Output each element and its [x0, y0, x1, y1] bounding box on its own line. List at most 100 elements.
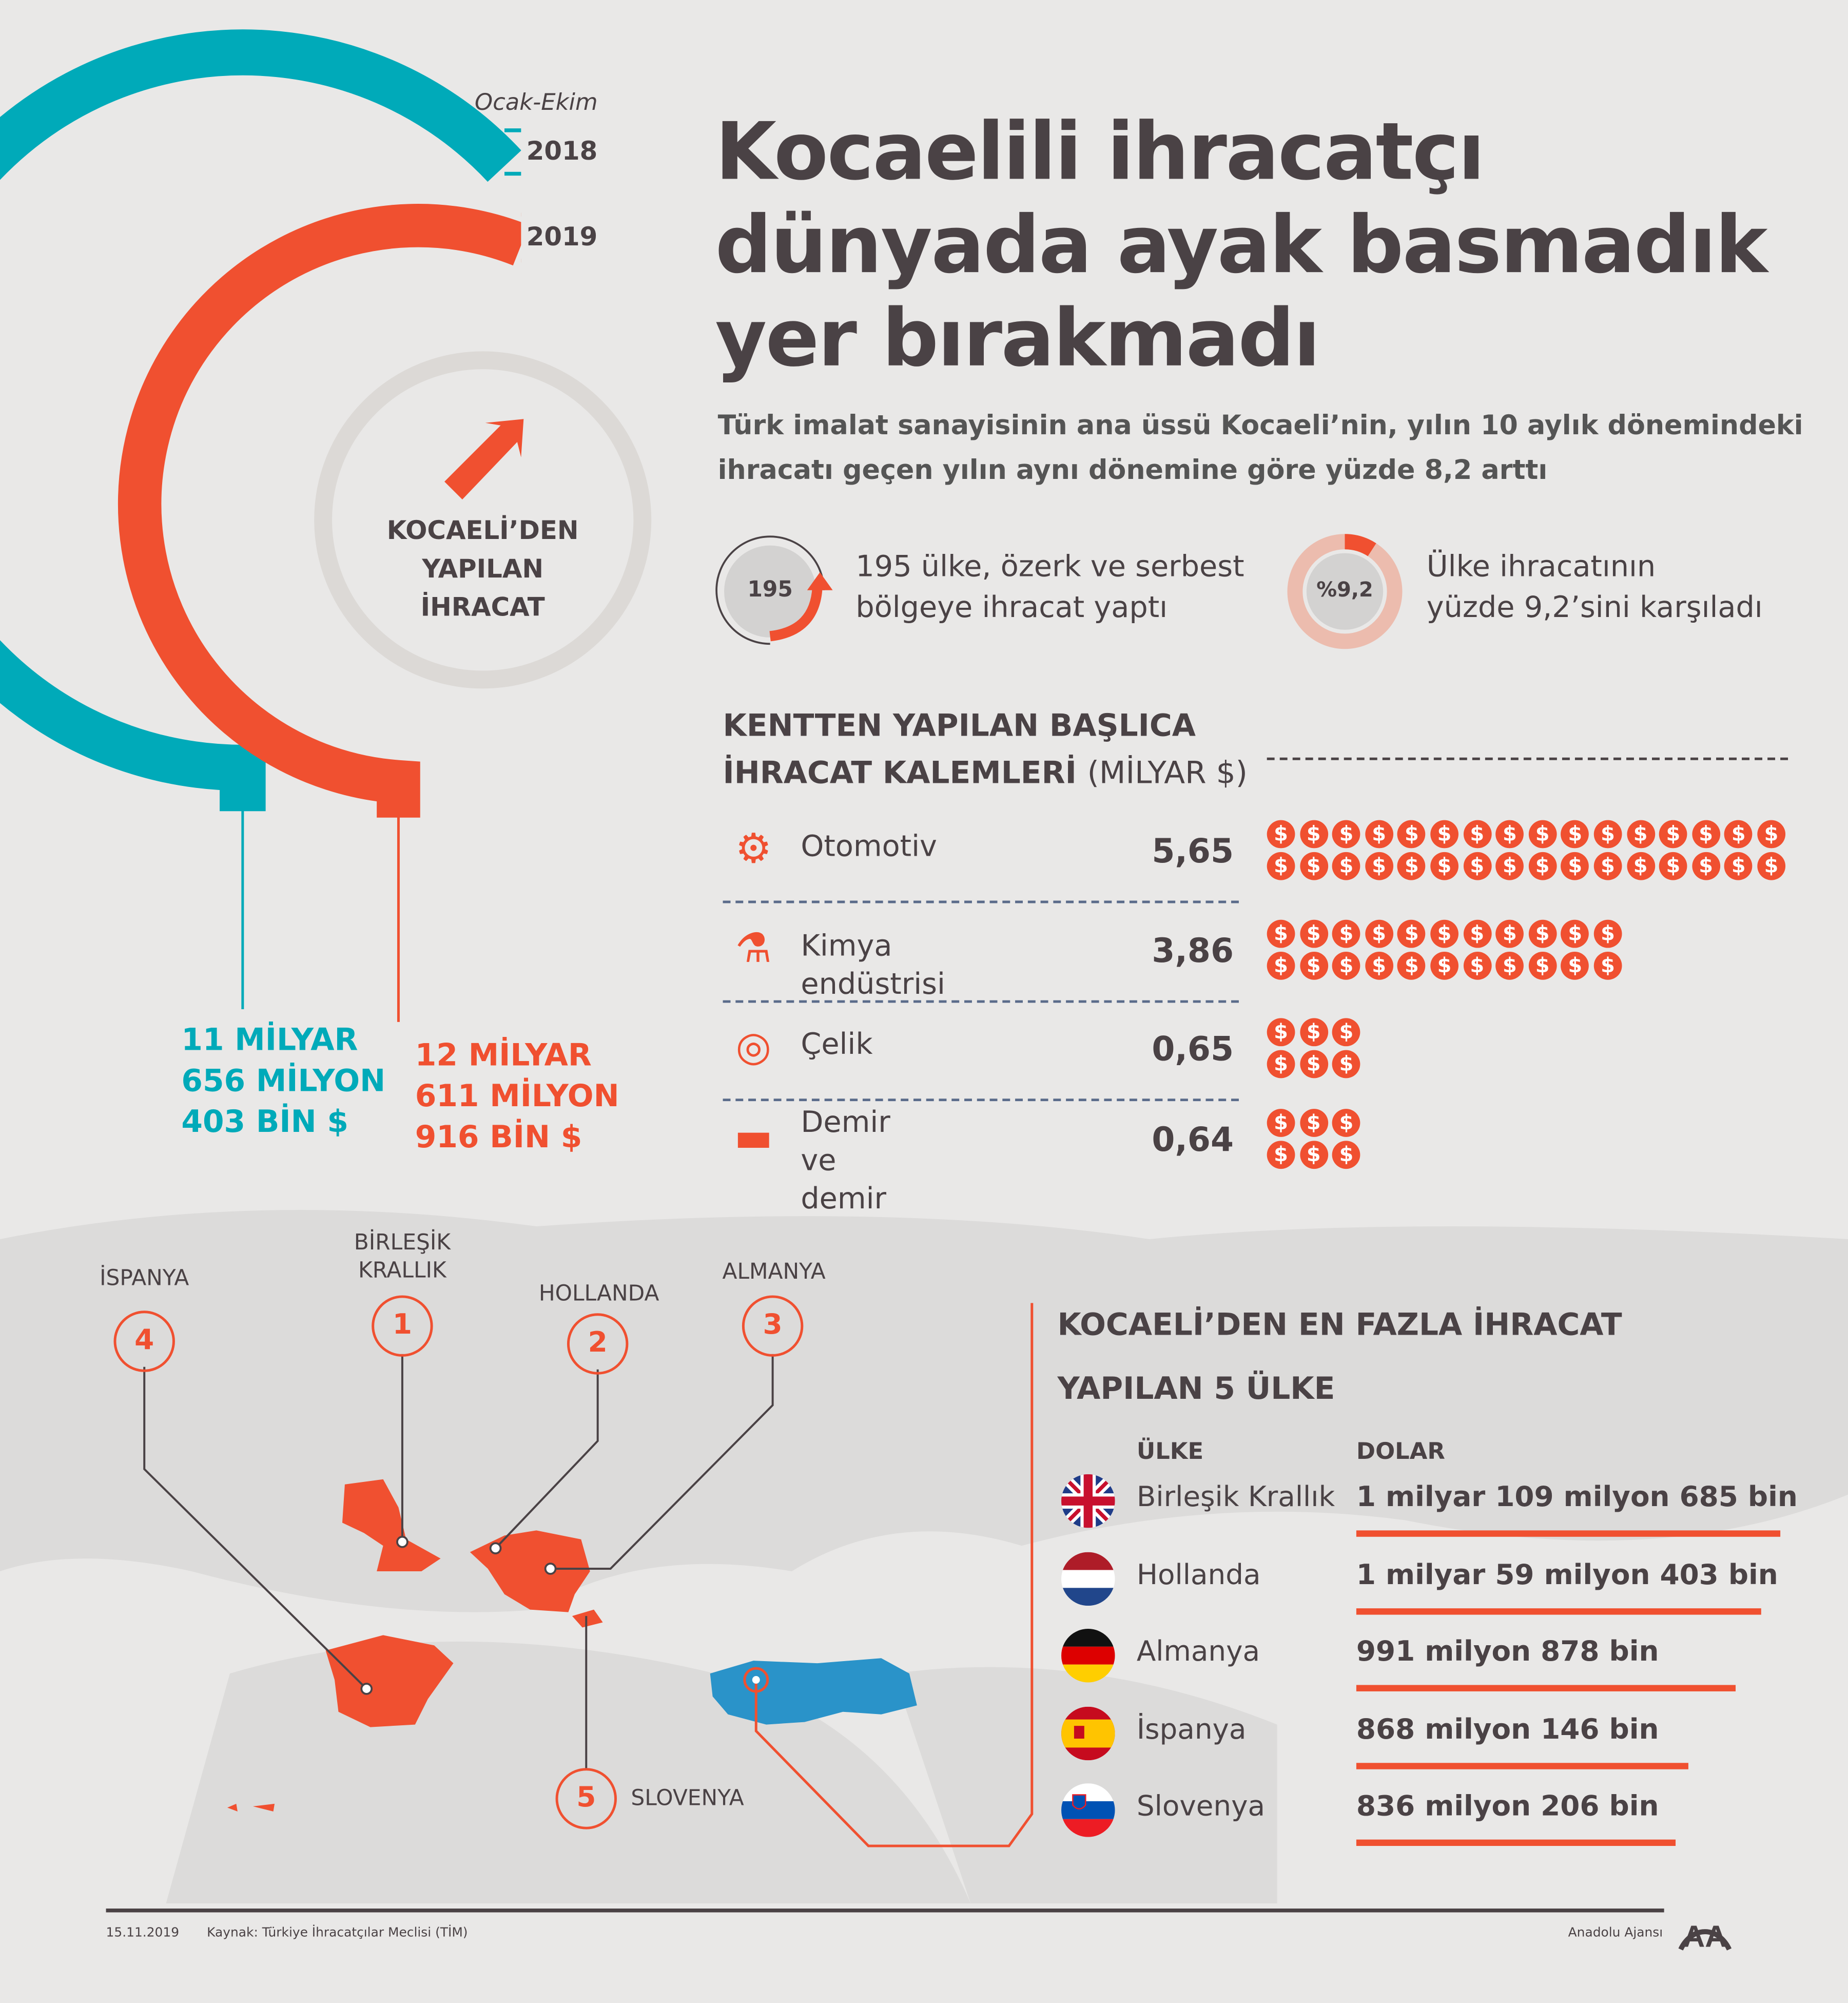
slovenia-shape — [572, 1609, 603, 1628]
footer-date: 15.11.2019 — [106, 1926, 180, 1941]
dollar-icon: $ — [1332, 1141, 1360, 1169]
divider — [723, 1000, 1239, 1003]
share-donut — [1287, 534, 1403, 649]
dollar-icon: $ — [1495, 820, 1524, 849]
footer-source: Kaynak: Türkiye İhracatçılar Meclisi (Tİ… — [207, 1926, 468, 1941]
footer-rule — [106, 1908, 1664, 1913]
dollar-icon: $ — [1463, 919, 1491, 948]
year-2019: 2019 — [526, 221, 598, 252]
stat-line: bölgeye ihracat yaptı — [855, 591, 1168, 625]
country-amount: 1 milyar 109 milyon 685 bin — [1356, 1481, 1798, 1514]
amount-bar — [1356, 1530, 1781, 1537]
stat-line: yüzde 9,2’sini karşıladı — [1426, 591, 1763, 625]
label-line: Demir ve — [801, 1106, 890, 1178]
map-label-uk: BİRLEŞİK KRALLIK — [326, 1229, 479, 1285]
dollar-icon: $ — [1267, 1109, 1295, 1137]
label-line: Çelik — [801, 1028, 873, 1062]
subtitle: Türk imalat sanayisinin ana üssü Kocaeli… — [718, 403, 1803, 493]
dollar-icon: $ — [1365, 820, 1393, 849]
country-name: Hollanda — [1136, 1559, 1261, 1591]
dollar-icon: $ — [1463, 820, 1491, 849]
amount-bar — [1356, 1685, 1736, 1691]
unit-label: (MİLYAR $) — [1087, 755, 1248, 791]
turkey-shape — [710, 1658, 917, 1725]
world-map — [0, 1210, 1848, 1904]
heading-line: İHRACAT KALEMLERİ — [723, 755, 1077, 791]
up-arrow-icon — [444, 419, 524, 500]
footer-agency: Anadolu Ajansı — [1568, 1926, 1663, 1941]
dollar-icon: $ — [1561, 919, 1589, 948]
stat-badge: 195 — [747, 577, 793, 603]
country-name: Almanya — [1136, 1636, 1260, 1669]
item-value: 5,65 — [1152, 833, 1234, 872]
slovenia-flag-icon — [1061, 1783, 1115, 1837]
col-dollar: DOLAR — [1356, 1438, 1445, 1466]
dollar-icons: $ $ $ $ $ $ — [1267, 1018, 1365, 1078]
dollar-icons: $ $ $ $ $ $ $ $ $ $ $ $ $ $ $ $ $ $ $ $ $ $ $ $ $ $ $ $ $ $ $ $ — [1267, 820, 1790, 880]
center-label-line: İHRACAT — [420, 591, 545, 622]
period-label: Ocak-Ekim — [474, 89, 598, 117]
total-line: 11 MİLYAR — [181, 1022, 358, 1058]
label-line: Otomotiv — [801, 830, 937, 864]
dollar-icon: $ — [1267, 919, 1295, 948]
turkey-connector — [754, 1303, 1034, 1847]
country-name: Birleşik Krallık — [1136, 1481, 1335, 1514]
dollar-icon: $ — [1267, 1050, 1295, 1078]
dollar-icon: $ — [1626, 820, 1655, 849]
dollar-icon: $ — [1332, 1018, 1360, 1047]
dollar-icon: $ — [1332, 1050, 1360, 1078]
dollar-icon: $ — [1332, 952, 1360, 980]
dollar-icon: $ — [1626, 852, 1655, 880]
dollar-icon: $ — [1299, 1109, 1328, 1137]
item-value: 0,65 — [1152, 1031, 1234, 1069]
dollar-icon: $ — [1495, 852, 1524, 880]
map-rank-4: 4 — [113, 1311, 175, 1372]
countries-badge-icon — [715, 535, 833, 645]
dollar-icon: $ — [1299, 852, 1328, 880]
dollar-icon: $ — [1365, 952, 1393, 980]
center-label-line: KOCAELİ’DEN — [386, 514, 579, 546]
items-heading: KENTTEN YAPILAN BAŞLICA İHRACAT KALEMLER… — [723, 703, 1248, 797]
dollar-icon: $ — [1299, 919, 1328, 948]
dollar-icon: $ — [1593, 852, 1622, 880]
dollar-icon: $ — [1561, 820, 1589, 849]
subtitle-line: Türk imalat sanayisinin ana üssü Kocaeli… — [717, 410, 1803, 441]
amount-bar — [1356, 1839, 1676, 1846]
spain-flag-icon — [1061, 1706, 1115, 1760]
country-amount: 1 milyar 59 milyon 403 bin — [1356, 1559, 1778, 1591]
dollar-icon: $ — [1299, 820, 1328, 849]
dollar-icon: $ — [1463, 852, 1491, 880]
label-line: KRALLIK — [358, 1258, 446, 1284]
map-label-spain: İSPANYA — [100, 1266, 189, 1292]
heading-line: KENTTEN YAPILAN BAŞLICA — [723, 707, 1196, 744]
map-rank-3: 3 — [742, 1295, 804, 1357]
dollar-icon: $ — [1365, 852, 1393, 880]
dollar-icon: $ — [1724, 820, 1753, 849]
share-segment — [1344, 534, 1376, 556]
uk-flag-icon — [1061, 1474, 1115, 1528]
center-ring — [314, 351, 652, 689]
top5-heading: KOCAELİ’DEN EN FAZLA İHRACAT YAPILAN 5 Ü… — [1058, 1293, 1622, 1420]
dollar-icons: $ $ $ $ $ $ $ $ $ $ $ $ $ $ $ $ $ $ $ $ $ $ — [1267, 919, 1627, 980]
dollar-icon: $ — [1397, 952, 1426, 980]
dollar-icon: $ — [1561, 852, 1589, 880]
total-line: 916 BİN $ — [415, 1119, 582, 1155]
amount-bar — [1356, 1607, 1761, 1614]
dollar-icon: $ — [1299, 1050, 1328, 1078]
dollar-icon: $ — [1561, 952, 1589, 980]
title-line: dünyada ayak basmadık — [715, 198, 1768, 292]
dollar-icon: $ — [1299, 1141, 1328, 1169]
country-amount: 868 milyon 146 bin — [1356, 1713, 1659, 1746]
label-line: BİRLEŞİK — [354, 1230, 451, 1256]
item-value: 0,64 — [1152, 1121, 1234, 1160]
map-label-netherlands: HOLLANDA — [538, 1281, 659, 1307]
dollar-icon: $ — [1528, 919, 1557, 948]
total-line: 12 MİLYAR — [415, 1037, 592, 1073]
export-arcs — [0, 29, 652, 1022]
dollar-icon: $ — [1430, 852, 1458, 880]
dollar-icon: $ — [1397, 919, 1426, 948]
item-label: Çelik — [801, 1026, 872, 1064]
dollar-icon: $ — [1332, 820, 1360, 849]
title-line: Kocaelili ihracatçı — [715, 105, 1485, 198]
country-amount: 836 milyon 206 bin — [1356, 1791, 1659, 1823]
